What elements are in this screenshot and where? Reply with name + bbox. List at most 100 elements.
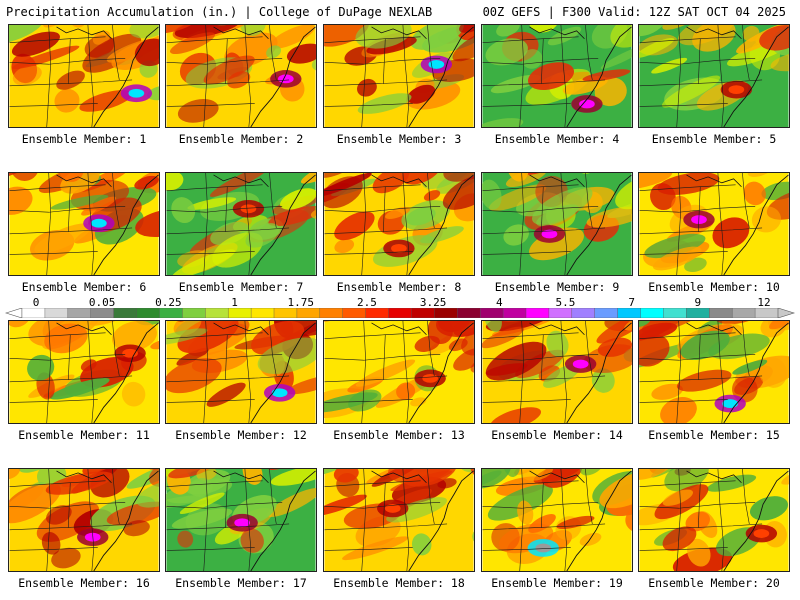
state-border	[166, 103, 255, 107]
precip-blob	[269, 25, 315, 49]
coastline	[250, 322, 316, 423]
precip-blob	[490, 407, 542, 423]
state-border	[324, 399, 413, 403]
state-border	[9, 332, 106, 339]
state-border	[361, 469, 366, 571]
precip-blob	[615, 175, 632, 210]
coastline	[250, 174, 316, 275]
precip-blob	[579, 532, 602, 547]
precip-max-core	[122, 348, 138, 358]
precip-blob	[770, 49, 789, 72]
state-border	[482, 480, 579, 487]
precip-blob	[532, 187, 593, 225]
precip-blob	[522, 469, 554, 481]
precip-blob	[385, 206, 411, 219]
state-border	[361, 173, 366, 275]
precip-max-core	[240, 204, 257, 214]
precip-blob	[357, 93, 412, 114]
precip-blob	[547, 26, 582, 46]
state-border	[519, 469, 524, 571]
precip-blob	[687, 538, 711, 567]
precip-blob	[423, 190, 441, 201]
state-border	[482, 58, 599, 65]
precip-blob	[485, 321, 551, 332]
state-border	[46, 469, 51, 571]
state-border	[203, 25, 208, 127]
precip-blob	[166, 328, 208, 346]
state-border	[9, 79, 133, 87]
precip-max-core	[391, 244, 407, 253]
state-border	[166, 480, 263, 487]
precip-blob	[600, 45, 632, 69]
state-border	[324, 251, 413, 255]
state-border	[9, 502, 126, 509]
precip-blob	[453, 347, 474, 371]
ensemble-member-label: Ensemble Member: 7	[178, 280, 304, 294]
precip-blob	[482, 179, 502, 210]
coastline	[250, 470, 316, 571]
coastline	[93, 470, 159, 571]
precip-blob	[106, 501, 159, 526]
precip-blob	[27, 354, 55, 381]
precip-blob	[639, 173, 673, 191]
colorbar-right-arrow	[777, 308, 796, 318]
state-border	[203, 173, 208, 275]
state-border	[482, 103, 571, 107]
precip-blob	[528, 62, 574, 91]
state-border	[427, 469, 435, 524]
precip-blob	[36, 501, 100, 542]
state-border	[482, 184, 579, 191]
state-border	[166, 547, 255, 551]
precip-blob	[168, 469, 213, 479]
precip-blob	[482, 469, 511, 489]
state-border	[402, 469, 410, 571]
state-border	[639, 103, 728, 107]
state-border	[9, 375, 133, 383]
state-border	[324, 184, 421, 191]
precip-max-core	[271, 388, 288, 398]
colorbar-swatch	[434, 308, 458, 318]
state-border	[402, 173, 410, 275]
ensemble-panel: Ensemble Member: 14	[481, 320, 633, 451]
ensemble-panel: Ensemble Member: 7	[165, 172, 317, 303]
colorbar-swatch	[502, 308, 527, 318]
state-border	[717, 469, 725, 571]
colorbar-tick-label: 9	[694, 296, 702, 309]
precip-blob	[150, 338, 159, 350]
colorbar-swatch	[709, 308, 733, 318]
precip-blob	[496, 25, 520, 37]
ensemble-panel: Ensemble Member: 10	[638, 172, 790, 303]
state-border	[166, 206, 283, 213]
precip-map	[323, 468, 475, 572]
ensemble-member-label: Ensemble Member: 15	[648, 428, 780, 442]
precip-blob	[11, 31, 60, 57]
precip-blob	[9, 469, 21, 480]
precip-max-core	[422, 373, 439, 383]
precip-blob	[56, 70, 85, 90]
great-lakes-shoreline	[686, 322, 742, 336]
colorbar-swatch	[273, 308, 298, 318]
precip-blob	[406, 207, 436, 226]
precip-blob	[485, 341, 547, 381]
state-border	[166, 184, 263, 191]
precip-blob	[239, 25, 266, 36]
precip-map	[8, 172, 160, 276]
precip-blob	[268, 206, 316, 227]
coastline	[723, 26, 789, 127]
state-border	[244, 469, 252, 571]
colorbar-tick-label: 3.25	[419, 296, 447, 309]
precip-blob	[280, 188, 316, 210]
precip-blob	[372, 173, 410, 194]
precip-blob	[410, 397, 427, 407]
ensemble-panel: Ensemble Member: 17	[165, 468, 317, 599]
ensemble-member-label: Ensemble Member: 6	[21, 280, 147, 294]
state-border	[676, 321, 681, 423]
ensemble-member-label: Ensemble Member: 19	[491, 576, 623, 590]
ensemble-panel: Ensemble Member: 11	[8, 320, 160, 451]
colorbar-swatch	[594, 308, 619, 318]
great-lakes-shoreline	[529, 174, 585, 188]
precip-blob	[583, 344, 632, 374]
state-border	[639, 399, 728, 403]
great-lakes-shoreline	[686, 174, 742, 188]
precip-blob	[9, 321, 31, 328]
